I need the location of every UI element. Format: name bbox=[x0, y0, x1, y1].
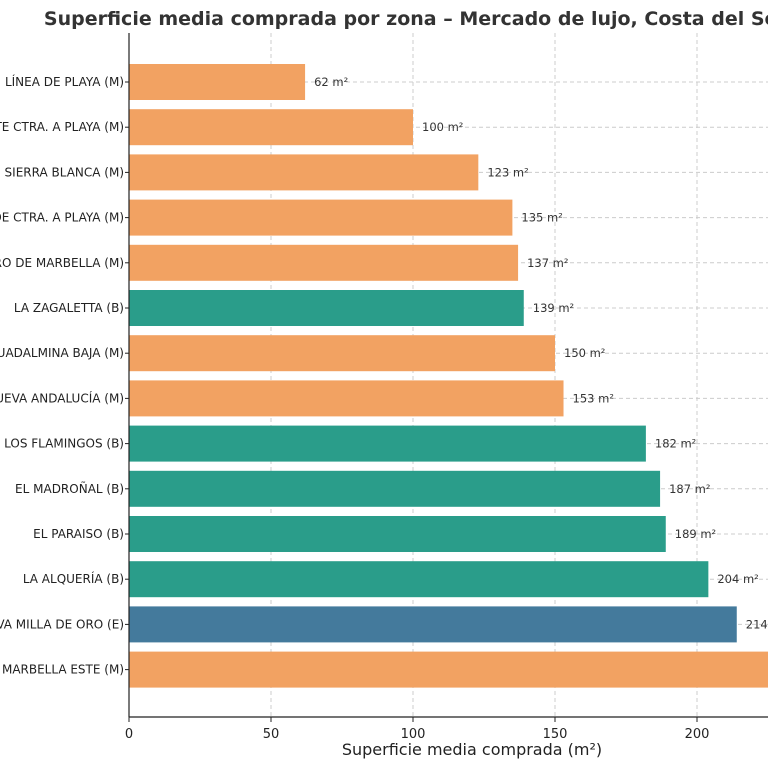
category-labels: LÍNEA DE PLAYA (M) NORTE CTRA. A PLAYA (M… bbox=[0, 74, 124, 677]
value-label: 150 m² bbox=[564, 346, 605, 360]
bar bbox=[129, 64, 306, 100]
category-label: NORTE CTRA. A PLAYA (M) bbox=[0, 120, 124, 134]
chart-title: Superficie media comprada por zona – Mer… bbox=[44, 8, 768, 30]
bar bbox=[129, 470, 661, 507]
bar bbox=[129, 335, 555, 372]
value-label: 187 m² bbox=[669, 482, 710, 496]
category-label: LA ZAGALETTA (B) bbox=[14, 301, 124, 315]
x-tick-label: 150 bbox=[543, 727, 568, 742]
bar bbox=[129, 516, 666, 552]
category-label: LA ALQUERÍA (B) bbox=[23, 571, 124, 586]
axes: 0 50 100 150 200 bbox=[125, 33, 768, 742]
bar bbox=[129, 199, 513, 236]
category-label: NUEVA MILLA DE ORO (E) bbox=[0, 617, 124, 631]
value-label: 153 m² bbox=[573, 391, 614, 405]
category-label: MARBELLA ESTE (M) bbox=[2, 663, 124, 677]
category-label: EL MADROÑAL (B) bbox=[15, 481, 124, 496]
category-label: SUR DE CTRA. A PLAYA (M) bbox=[0, 211, 124, 225]
x-axis-title: Superficie media comprada (m²) bbox=[342, 740, 602, 759]
bar bbox=[129, 425, 646, 462]
bar bbox=[129, 651, 768, 688]
bar bbox=[129, 380, 564, 417]
category-label: NUEVA ANDALUCÍA (M) bbox=[0, 390, 124, 405]
bar bbox=[129, 244, 519, 281]
category-label: CENTRO DE MARBELLA (M) bbox=[0, 256, 124, 270]
value-label: 189 m² bbox=[675, 527, 716, 541]
bar bbox=[129, 606, 737, 643]
x-tick-label: 0 bbox=[125, 727, 133, 742]
value-label: 204 m² bbox=[717, 572, 758, 586]
value-label: 100 m² bbox=[422, 120, 463, 134]
bar bbox=[129, 109, 413, 146]
value-label: 214 m² bbox=[746, 617, 768, 631]
value-label: 135 m² bbox=[521, 211, 562, 225]
value-label: 62 m² bbox=[314, 75, 348, 89]
x-tick-label: 100 bbox=[401, 727, 426, 742]
category-label: LOS FLAMINGOS (B) bbox=[4, 437, 124, 451]
category-label: EL PARAISO (B) bbox=[33, 527, 124, 541]
value-label: 182 m² bbox=[655, 437, 696, 451]
bar bbox=[129, 561, 709, 598]
category-label: SIERRA BLANCA (M) bbox=[5, 165, 124, 179]
category-label: GUADALMINA BAJA (M) bbox=[0, 346, 124, 360]
value-label: 123 m² bbox=[487, 165, 528, 179]
x-tick-label: 50 bbox=[263, 727, 280, 742]
x-tick-label: 200 bbox=[685, 727, 710, 742]
value-label: 139 m² bbox=[533, 301, 574, 315]
category-label: LÍNEA DE PLAYA (M) bbox=[5, 74, 124, 89]
bar bbox=[129, 290, 524, 326]
bar bbox=[129, 154, 479, 191]
value-labels: 62 m² 100 m² 123 m² 135 m² 137 m² 139 m² 150 m… bbox=[314, 75, 768, 631]
value-label: 137 m² bbox=[527, 256, 568, 270]
bars bbox=[129, 64, 768, 688]
